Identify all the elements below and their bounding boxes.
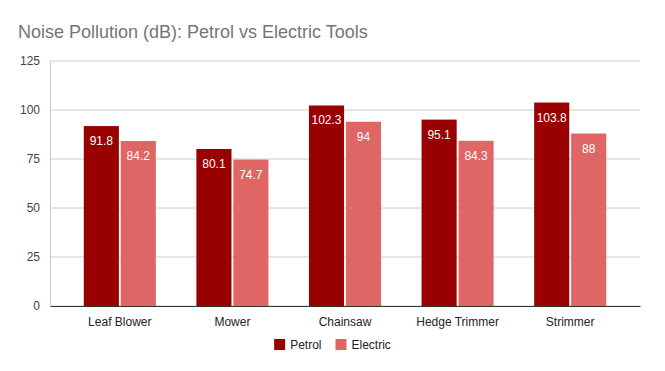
bar xyxy=(534,103,569,306)
bar xyxy=(196,149,231,306)
data-label: 94 xyxy=(357,130,371,144)
legend-swatch xyxy=(274,339,285,350)
data-label: 84.2 xyxy=(127,149,151,163)
chart: Noise Pollution (dB): Petrol vs Electric… xyxy=(0,0,665,371)
bar xyxy=(121,141,156,306)
x-tick-label: Leaf Blower xyxy=(88,315,151,329)
y-tick: 75 xyxy=(27,152,50,166)
y-axis: 0 25 50 75 100 125 xyxy=(20,54,51,313)
data-labels: 91.8 80.1 102.3 95.1 103.8 84.2 74.7 94 84.3 88 xyxy=(90,111,596,182)
bar xyxy=(571,134,606,306)
y-tick-label: 50 xyxy=(27,201,41,215)
bar xyxy=(84,126,119,306)
data-label: 84.3 xyxy=(464,149,488,163)
title: Noise Pollution (dB): Petrol vs Electric… xyxy=(18,22,368,42)
y-tick-label: 75 xyxy=(27,152,41,166)
y-tick: 25 xyxy=(27,250,50,264)
y-tick: 0 xyxy=(33,299,50,313)
x-tick: Leaf Blower xyxy=(88,306,151,329)
x-tick-label: Hedge Trimmer xyxy=(416,315,499,329)
legend-label: Petrol xyxy=(290,338,321,352)
x-tick: Chainsaw xyxy=(319,306,372,329)
bar xyxy=(422,120,457,306)
x-tick: Mower xyxy=(214,306,250,329)
x-axis: Leaf Blower Mower Chainsaw Hedge Trimmer Str… xyxy=(51,306,641,329)
grid-line xyxy=(50,61,640,62)
y-tick: 50 xyxy=(27,201,50,215)
data-label: 88 xyxy=(582,142,596,156)
legend-label: Electric xyxy=(352,338,391,352)
data-label: 74.7 xyxy=(239,168,263,182)
series-bars xyxy=(84,103,569,306)
y-tick-label: 100 xyxy=(20,103,40,117)
legend-item: Electric xyxy=(336,338,391,352)
data-label: 95.1 xyxy=(427,128,451,142)
bar xyxy=(346,122,381,306)
bar xyxy=(459,141,494,306)
legend-item: Petrol xyxy=(274,338,321,352)
bar xyxy=(309,105,344,306)
data-label: 103.8 xyxy=(537,111,567,125)
x-tick-label: Strimmer xyxy=(546,315,595,329)
y-tick: 100 xyxy=(20,103,50,117)
series-bars xyxy=(121,122,606,306)
data-label: 80.1 xyxy=(202,157,226,171)
y-tick: 125 xyxy=(20,54,50,68)
legend-swatch xyxy=(336,339,347,350)
x-tick: Strimmer xyxy=(546,306,595,329)
y-tick-label: 125 xyxy=(20,54,40,68)
x-tick: Hedge Trimmer xyxy=(416,306,499,329)
x-tick-label: Chainsaw xyxy=(319,315,372,329)
y-axis-line xyxy=(50,62,51,307)
legend: Petrol Electric xyxy=(274,338,391,352)
x-tick-label: Mower xyxy=(214,315,250,329)
y-tick-label: 25 xyxy=(27,250,41,264)
y-tick-label: 0 xyxy=(33,299,40,313)
bar xyxy=(233,160,268,306)
grid xyxy=(50,61,640,306)
data-label: 91.8 xyxy=(90,134,114,148)
x-axis-line xyxy=(51,306,641,307)
bars xyxy=(84,103,606,306)
data-label: 102.3 xyxy=(312,113,342,127)
